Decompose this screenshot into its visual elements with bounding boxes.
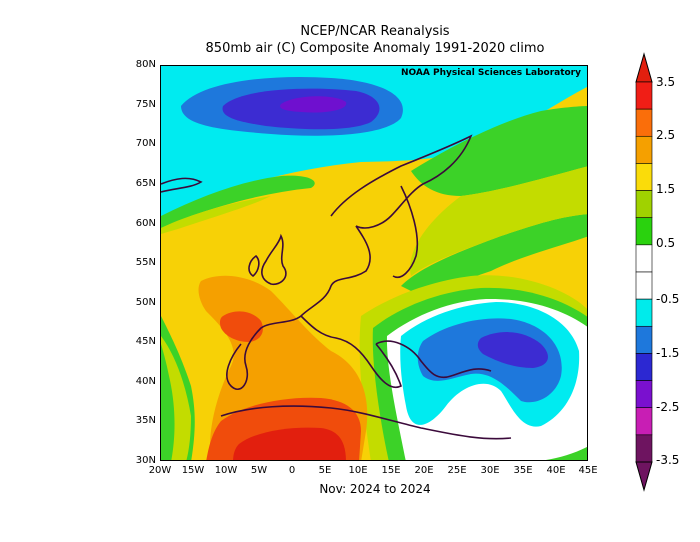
colorbar-step [635,380,653,409]
colorbar-step [635,163,653,191]
colorbar-arrow-bottom [635,461,653,492]
contour-yellowgreen-ne [410,166,587,276]
lon-label: 5W [250,465,268,476]
lat-label: 40N [135,376,156,387]
colorbar-step [635,353,653,381]
contour-purple-north [280,96,347,113]
contour-green-ne [401,106,587,296]
lon-label: 5E [318,465,332,476]
colorbar-label: 3.5 [656,75,676,89]
colorbar-step [635,244,653,273]
colorbar-step [635,434,653,463]
colorbar-step [635,190,653,219]
chart-source-title: NCEP/NCAR Reanalysis [300,24,450,39]
anomaly-map: NOAA Physical Sciences Laboratory [160,65,588,461]
colorbar-label: 2.5 [656,128,676,142]
contour-darkred-sw [233,427,346,460]
colorbar-step [635,217,653,246]
lon-label: 35E [513,465,533,476]
colorbar-steps [635,81,653,463]
lon-label: 10W [214,465,238,476]
contour-red-bay [219,311,263,342]
colorbar-label: 0.5 [656,236,676,250]
credit-label: NOAA Physical Sciences Laboratory [400,68,581,78]
lat-label: 50N [135,297,156,308]
contour-green-nw [161,175,315,228]
lon-label: 10E [348,465,368,476]
lat-label: 65N [135,178,156,189]
lat-label: 70N [135,138,156,149]
lon-label: 45E [578,465,598,476]
lon-label: 30E [480,465,500,476]
lon-label: 15E [381,465,401,476]
colorbar-step [635,108,653,137]
chart-title: 850mb air (C) Composite Anomaly 1991-202… [205,41,545,56]
lat-label: 45N [135,336,156,347]
lon-label: 15W [181,465,205,476]
lon-label: 40E [546,465,566,476]
contour-yg-west [161,336,191,460]
coastlines [161,134,512,440]
lat-label: 30N [135,455,156,466]
colorbar-step [635,135,653,164]
lat-label: 55N [135,257,156,268]
contour-indigo-se [477,332,548,368]
lat-label: 75N [135,99,156,110]
lon-label: 20E [414,465,434,476]
colorbar-label: -1.5 [656,346,680,360]
contour-yellowgreen-nw [161,196,271,234]
colorbar-label: -2.5 [656,400,680,414]
lon-label: 0 [288,465,296,476]
colorbar-step [635,407,653,436]
colorbar [635,52,653,492]
colorbar-step [635,298,653,327]
colorbar-step [635,271,653,300]
colorbar-arrow-top [635,52,653,83]
colorbar-label: 1.5 [656,182,676,196]
lat-label: 80N [135,59,156,70]
colorbar-step [635,81,653,110]
lon-label: 25E [447,465,467,476]
lat-label: 35N [135,415,156,426]
colorbar-label: -0.5 [656,292,680,306]
period-label: Nov: 2024 to 2024 [319,482,431,496]
colorbar-label: -3.5 [656,453,680,467]
lon-label: 20W [148,465,172,476]
colorbar-step [635,325,653,354]
lat-label: 60N [135,218,156,229]
